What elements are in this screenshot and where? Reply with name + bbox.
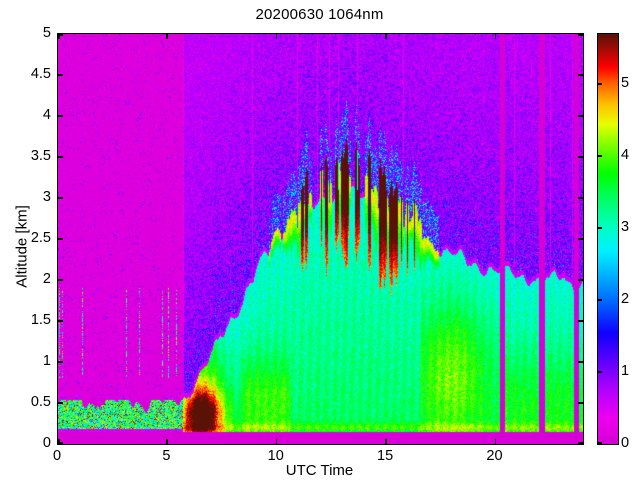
x-axis-tick-labels: 0 5 10 15 20 (0, 448, 640, 468)
colorbar-tick-label: 4 (621, 147, 630, 164)
y-tick-label: 3.5 (30, 148, 51, 164)
y-tick-mark (58, 402, 63, 404)
y-tick-mark (578, 197, 583, 199)
x-tick-label: 15 (377, 448, 394, 464)
colorbar-tick-label: 3 (621, 219, 630, 236)
x-tick-label: 10 (267, 448, 284, 464)
y-tick-mark (578, 442, 583, 444)
colorbar-tick-mark (598, 227, 602, 229)
y-tick-mark (578, 156, 583, 158)
y-tick-label: 0 (42, 435, 51, 451)
x-tick-mark (275, 34, 278, 39)
backscatter-heatmap-canvas[interactable] (58, 34, 583, 444)
y-tick-mark (58, 442, 63, 444)
colorbar-tick-mark (598, 442, 602, 444)
y-tick-mark (578, 402, 583, 404)
y-tick-mark (578, 320, 583, 322)
y-tick-label: 3 (42, 189, 51, 205)
y-tick-mark (578, 115, 583, 117)
x-tick-mark (58, 439, 60, 444)
plot-area[interactable] (57, 33, 584, 445)
y-tick-label: 2 (42, 271, 51, 287)
x-tick-label: 20 (486, 448, 503, 464)
colorbar-tick-mark (598, 155, 602, 157)
x-tick-mark (385, 439, 387, 444)
colorbar[interactable] (597, 33, 619, 445)
x-tick-mark (275, 439, 278, 444)
y-tick-mark (58, 34, 63, 36)
x-tick-label: 0 (52, 448, 62, 464)
y-tick-mark (58, 361, 63, 363)
y-tick-mark (578, 279, 583, 281)
y-tick-mark (58, 320, 63, 322)
colorbar-tick-mark (598, 371, 602, 373)
y-axis-tick-labels: 0 0.5 1 1.5 2 2.5 3 3.5 4 4.5 5 (0, 0, 51, 480)
y-tick-label: 4.5 (30, 66, 51, 82)
colorbar-gradient-canvas (598, 34, 618, 444)
y-tick-mark (58, 279, 63, 281)
y-tick-mark (578, 238, 583, 240)
y-axis-label: Altitude [km] (13, 205, 31, 288)
y-tick-mark (578, 361, 583, 363)
y-tick-mark (58, 156, 63, 158)
colorbar-tick-label: 1 (621, 363, 630, 380)
x-tick-mark (166, 439, 168, 444)
x-axis-label: UTC Time (285, 462, 354, 479)
y-tick-mark (58, 115, 63, 117)
x-tick-mark (494, 34, 496, 39)
colorbar-tick-labels: 0 1 2 3 4 5 (621, 0, 640, 480)
y-tick-mark (578, 34, 583, 36)
colorbar-tick-mark (598, 83, 602, 85)
y-tick-label: 0.5 (30, 394, 51, 410)
x-tick-mark (166, 34, 168, 39)
y-tick-label: 1.5 (30, 312, 51, 328)
y-tick-label: 5 (42, 25, 51, 41)
x-tick-label: 5 (162, 448, 171, 464)
x-tick-mark (494, 439, 496, 444)
y-tick-mark (58, 238, 63, 240)
colorbar-tick-mark (598, 299, 602, 301)
x-tick-mark (58, 34, 60, 39)
page-title: 20200630 1064nm (255, 6, 384, 23)
y-tick-mark (578, 74, 583, 76)
y-tick-label: 4 (42, 107, 51, 123)
y-tick-label: 2.5 (30, 230, 51, 246)
colorbar-tick-label: 5 (621, 75, 630, 92)
y-tick-label: 1 (42, 353, 51, 369)
colorbar-tick-label: 0 (621, 435, 630, 451)
x-tick-mark (385, 34, 387, 39)
y-tick-mark (58, 74, 63, 76)
colorbar-tick-label: 2 (621, 291, 630, 308)
y-tick-mark (58, 197, 63, 199)
